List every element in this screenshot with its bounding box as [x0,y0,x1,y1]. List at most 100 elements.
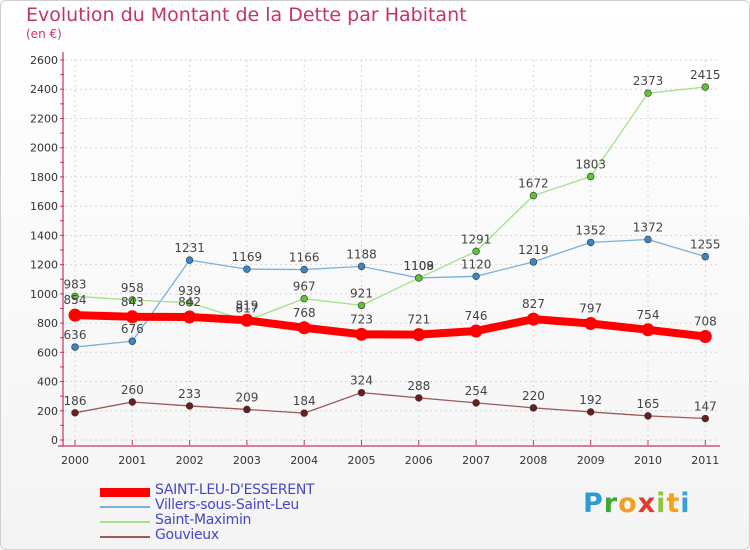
data-label: 1291 [461,232,492,246]
data-point [128,398,137,406]
data-point [415,394,423,402]
data-label: 797 [579,302,602,316]
data-label: 817 [235,302,258,316]
series-line [74,238,706,348]
data-label: 260 [121,383,144,397]
y-tick-label: 1200 [30,259,58,272]
logo-letter: t [666,488,681,519]
data-point [300,265,308,274]
logo-letter: r [603,488,619,519]
data-label: 958 [121,281,144,295]
x-tick-label: 2009 [577,454,605,467]
data-point [240,313,254,327]
data-label: 324 [350,374,373,388]
line-chart: 0 200 400 600 800 1000 1200 1400 1600 1800 2000 220… [30,52,721,467]
data-point [300,294,308,303]
x-tick-label: 2002 [176,454,204,467]
data-point [357,262,366,271]
y-tick-label: 1600 [30,200,58,213]
data-point [526,312,540,326]
data-label: 819 [235,298,258,312]
data-label: 939 [178,284,201,298]
data-point [472,399,480,407]
x-tick-label: 2003 [233,454,261,467]
legend-label: SAINT-LEU-D'ESSERENT [155,482,315,498]
data-label: 1166 [289,251,320,265]
data-label: 1255 [690,238,721,252]
data-label: 754 [637,308,660,322]
data-point [243,265,251,273]
data-point [415,274,423,282]
data-label: 636 [64,328,87,342]
data-label: 746 [465,309,488,323]
data-point [529,404,538,412]
data-label: 721 [407,313,430,327]
y-tick-label: 2000 [30,142,58,155]
data-label: 1120 [461,257,492,271]
x-tick-label: 2006 [405,454,433,467]
data-point [185,299,194,307]
logo-letter: o [618,488,638,519]
data-point [357,301,366,310]
y-tick-label: 1800 [30,171,58,184]
x-tick-label: 2011 [691,454,719,467]
data-label: 2415 [690,68,721,82]
data-label: 184 [293,394,316,408]
data-label: 1231 [174,241,205,255]
legend-label: Saint-Maximin [155,512,252,528]
chart-title: Evolution du Montant de la Dette par Hab… [26,4,467,26]
data-point [584,317,598,331]
data-point [529,258,538,266]
data-point [701,414,709,423]
data-point [128,296,137,304]
series-line [71,311,710,341]
legend-swatch [100,536,150,538]
data-label: 209 [235,390,258,404]
data-label: 676 [121,322,144,336]
data-point [185,402,194,410]
data-label: 1672 [518,177,549,191]
data-label: 843 [121,295,144,309]
x-tick-label: 2005 [348,454,376,467]
data-point [644,412,652,420]
y-tick-label: 0 [51,434,58,447]
x-tick-label: 2000 [61,454,89,467]
data-point [586,238,595,247]
x-tick-label: 2007 [462,454,490,467]
data-point [644,89,652,97]
series-line [74,86,706,322]
y-tick-label: 400 [37,376,58,389]
logo-letter: i [656,488,667,519]
y-tick-label: 2400 [30,83,58,96]
data-label: 854 [64,293,87,307]
x-tick-label: 2010 [634,454,662,467]
data-point [71,409,79,417]
data-label: 254 [465,384,488,398]
logo-letter: i [680,488,691,519]
data-point [71,292,79,301]
legend-swatch [100,487,150,497]
data-point [357,388,366,397]
data-point [128,337,137,345]
y-tick-label: 2200 [30,112,58,125]
data-point [71,343,79,351]
data-point [355,327,368,341]
data-point [701,83,709,91]
data-label: 1169 [232,250,263,264]
proxiti-logo: Proxiti [583,488,691,519]
y-tick-label: 1000 [30,288,58,301]
data-point [698,330,712,344]
data-label: 1108 [404,259,435,273]
legend-label: Villers-sous-Saint-Leu [155,497,299,513]
data-point [185,256,194,264]
chart-subtitle: (en €) [26,27,62,41]
data-point [586,408,595,416]
data-point [125,310,139,324]
y-tick-label: 200 [37,405,58,418]
x-tick-label: 2001 [118,454,146,467]
data-point [586,172,595,181]
data-label: 2373 [633,74,664,88]
data-point [701,252,709,261]
data-label: 192 [579,393,602,407]
